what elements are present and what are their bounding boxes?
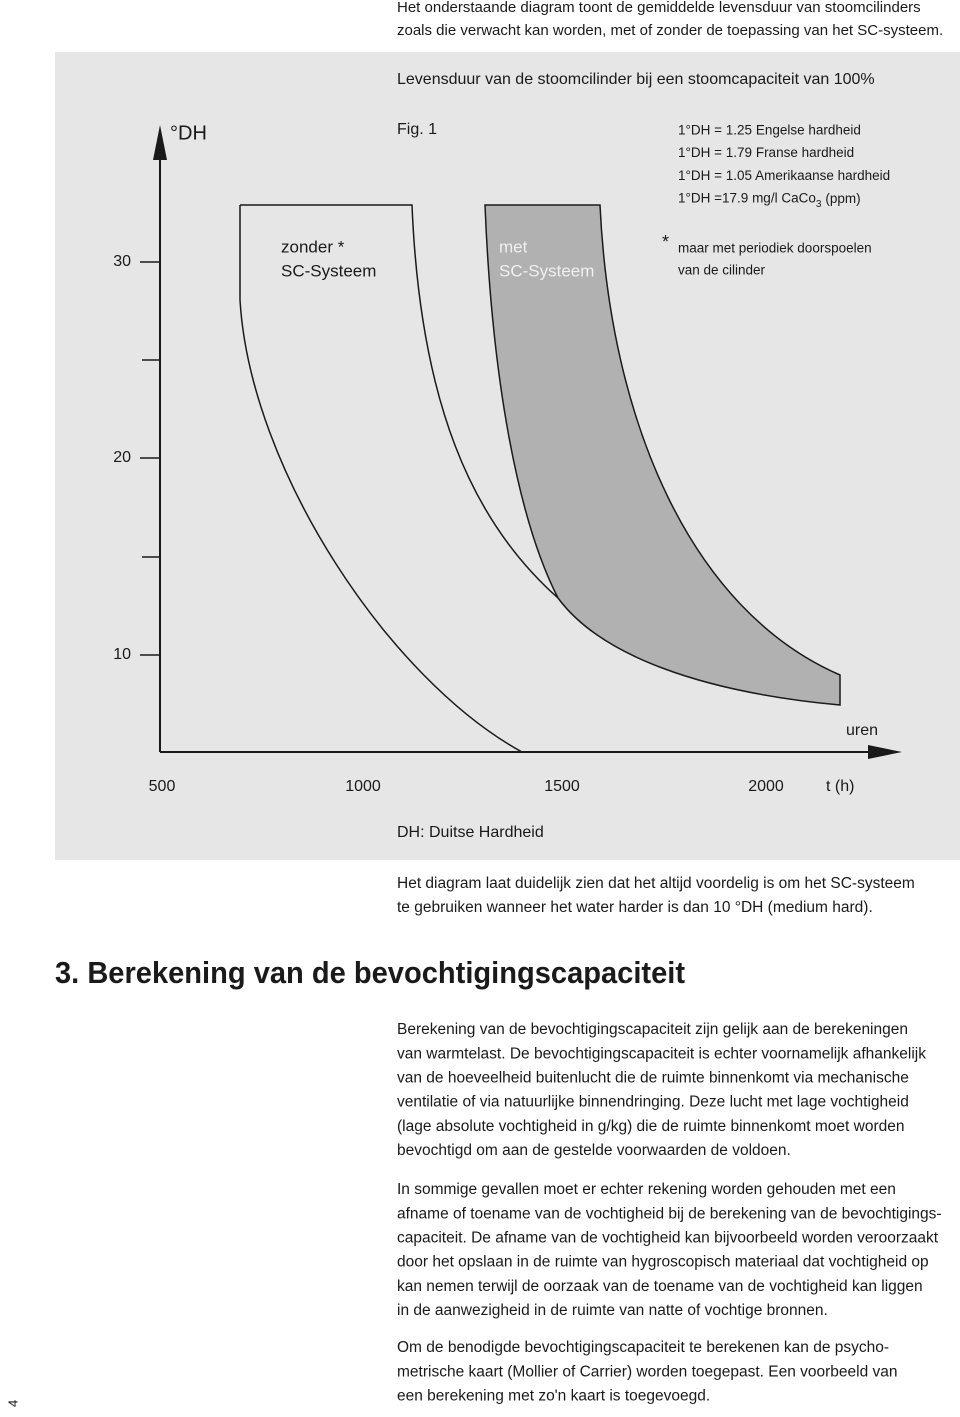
content: Het onderstaande diagram toont de gemidd… xyxy=(5,0,943,1407)
x-tick-label: 1500 xyxy=(544,778,580,795)
section-heading: 3. Berekening van de bevochtigingscapaci… xyxy=(55,955,685,990)
x-unit: t (h) xyxy=(826,778,854,795)
x-tick-label: 500 xyxy=(149,778,176,795)
paragraph-line: afname of toename van de vochtigheid bij… xyxy=(397,1205,942,1222)
paragraph-line: in de aanwezigheid in de ruimte van natt… xyxy=(397,1302,828,1319)
figure-panel xyxy=(55,52,960,860)
footnote-line: maar met periodiek doorspoelen xyxy=(678,241,872,256)
paragraph-line: Om de benodigde bevochtigingscapaciteit … xyxy=(397,1339,889,1356)
curve-label: SC-Systeem xyxy=(281,261,376,280)
x-tick-label: 1000 xyxy=(345,778,381,795)
x-tick-label: 2000 xyxy=(748,778,784,795)
conclusion-line: Het diagram laat duidelijk zien dat het … xyxy=(397,875,915,892)
y-arrow xyxy=(153,125,167,160)
tick-marks xyxy=(140,261,160,656)
legend-line: 1°DH =17.9 mg/l CaCo3 (ppm) xyxy=(678,191,861,210)
paragraph-line: kan nemen terwijl de oorzaak van de toen… xyxy=(397,1278,923,1295)
legend-part: 3 xyxy=(816,199,822,210)
y-axis-label: °DH xyxy=(170,122,207,144)
x-axis-label: uren xyxy=(846,722,878,739)
paragraph-line: capaciteit. De afname van de vochtigheid… xyxy=(397,1229,939,1246)
paragraph-line: van warmtelast. De bevochtigingscapacite… xyxy=(397,1045,926,1062)
curve-label: met xyxy=(499,237,528,256)
page-number: 4 xyxy=(5,1400,20,1407)
y-tick-label: 30 xyxy=(113,253,131,270)
legend-line: 1°DH = 1.25 Engelse hardheid xyxy=(678,123,861,138)
without-sc-outline xyxy=(240,204,559,599)
legend-part: (ppm) xyxy=(825,191,860,206)
conclusion-line: te gebruiken wanneer het water harder is… xyxy=(397,899,873,916)
paragraph-line: Berekening van de bevochtigingscapacitei… xyxy=(397,1021,908,1038)
paragraph-line: door het opslaan in de ruimte van hygros… xyxy=(397,1254,929,1271)
with-sc-area xyxy=(484,204,841,706)
paragraph-line: In sommige gevallen moet er echter reken… xyxy=(397,1181,896,1198)
x-arrow xyxy=(868,745,902,759)
paragraph-line: bevochtigd om aan de gestelde voorwaarde… xyxy=(397,1142,791,1159)
intro-line: Het onderstaande diagram toont de gemidd… xyxy=(397,0,921,16)
y-tick-label: 10 xyxy=(113,646,131,663)
figure-title: Levensduur van de stoomcilinder bij een … xyxy=(397,71,875,88)
footnote-line: van de cilinder xyxy=(678,263,766,278)
paragraph-line: van de hoeveelheid buitenlucht die de ru… xyxy=(397,1069,909,1086)
legend-line: 1°DH = 1.79 Franse hardheid xyxy=(678,145,854,160)
paragraph-line: ventilatie of via natuurlijke binnendrin… xyxy=(397,1094,909,1111)
without-sc-curve xyxy=(239,205,523,753)
figure-caption: DH: Duitse Hardheid xyxy=(397,824,544,841)
fig-label: Fig. 1 xyxy=(397,121,437,138)
curve-label: SC-Systeem xyxy=(499,261,594,280)
paragraph-line: metrische kaart (Mollier of Carrier) wor… xyxy=(397,1363,898,1380)
paragraph-line: (lage absolute vochtigheid in g/kg) die … xyxy=(397,1118,905,1135)
curve-label: zonder * xyxy=(281,237,345,256)
paragraph-line: een berekening met zo'n kaart is toegevo… xyxy=(397,1387,710,1404)
y-tick-label: 20 xyxy=(113,449,131,466)
intro-line: zoals die verwacht kan worden, met of zo… xyxy=(397,22,943,39)
footnote-mark: * xyxy=(662,232,669,252)
legend-line: 1°DH = 1.05 Amerikaanse hardheid xyxy=(678,168,890,183)
